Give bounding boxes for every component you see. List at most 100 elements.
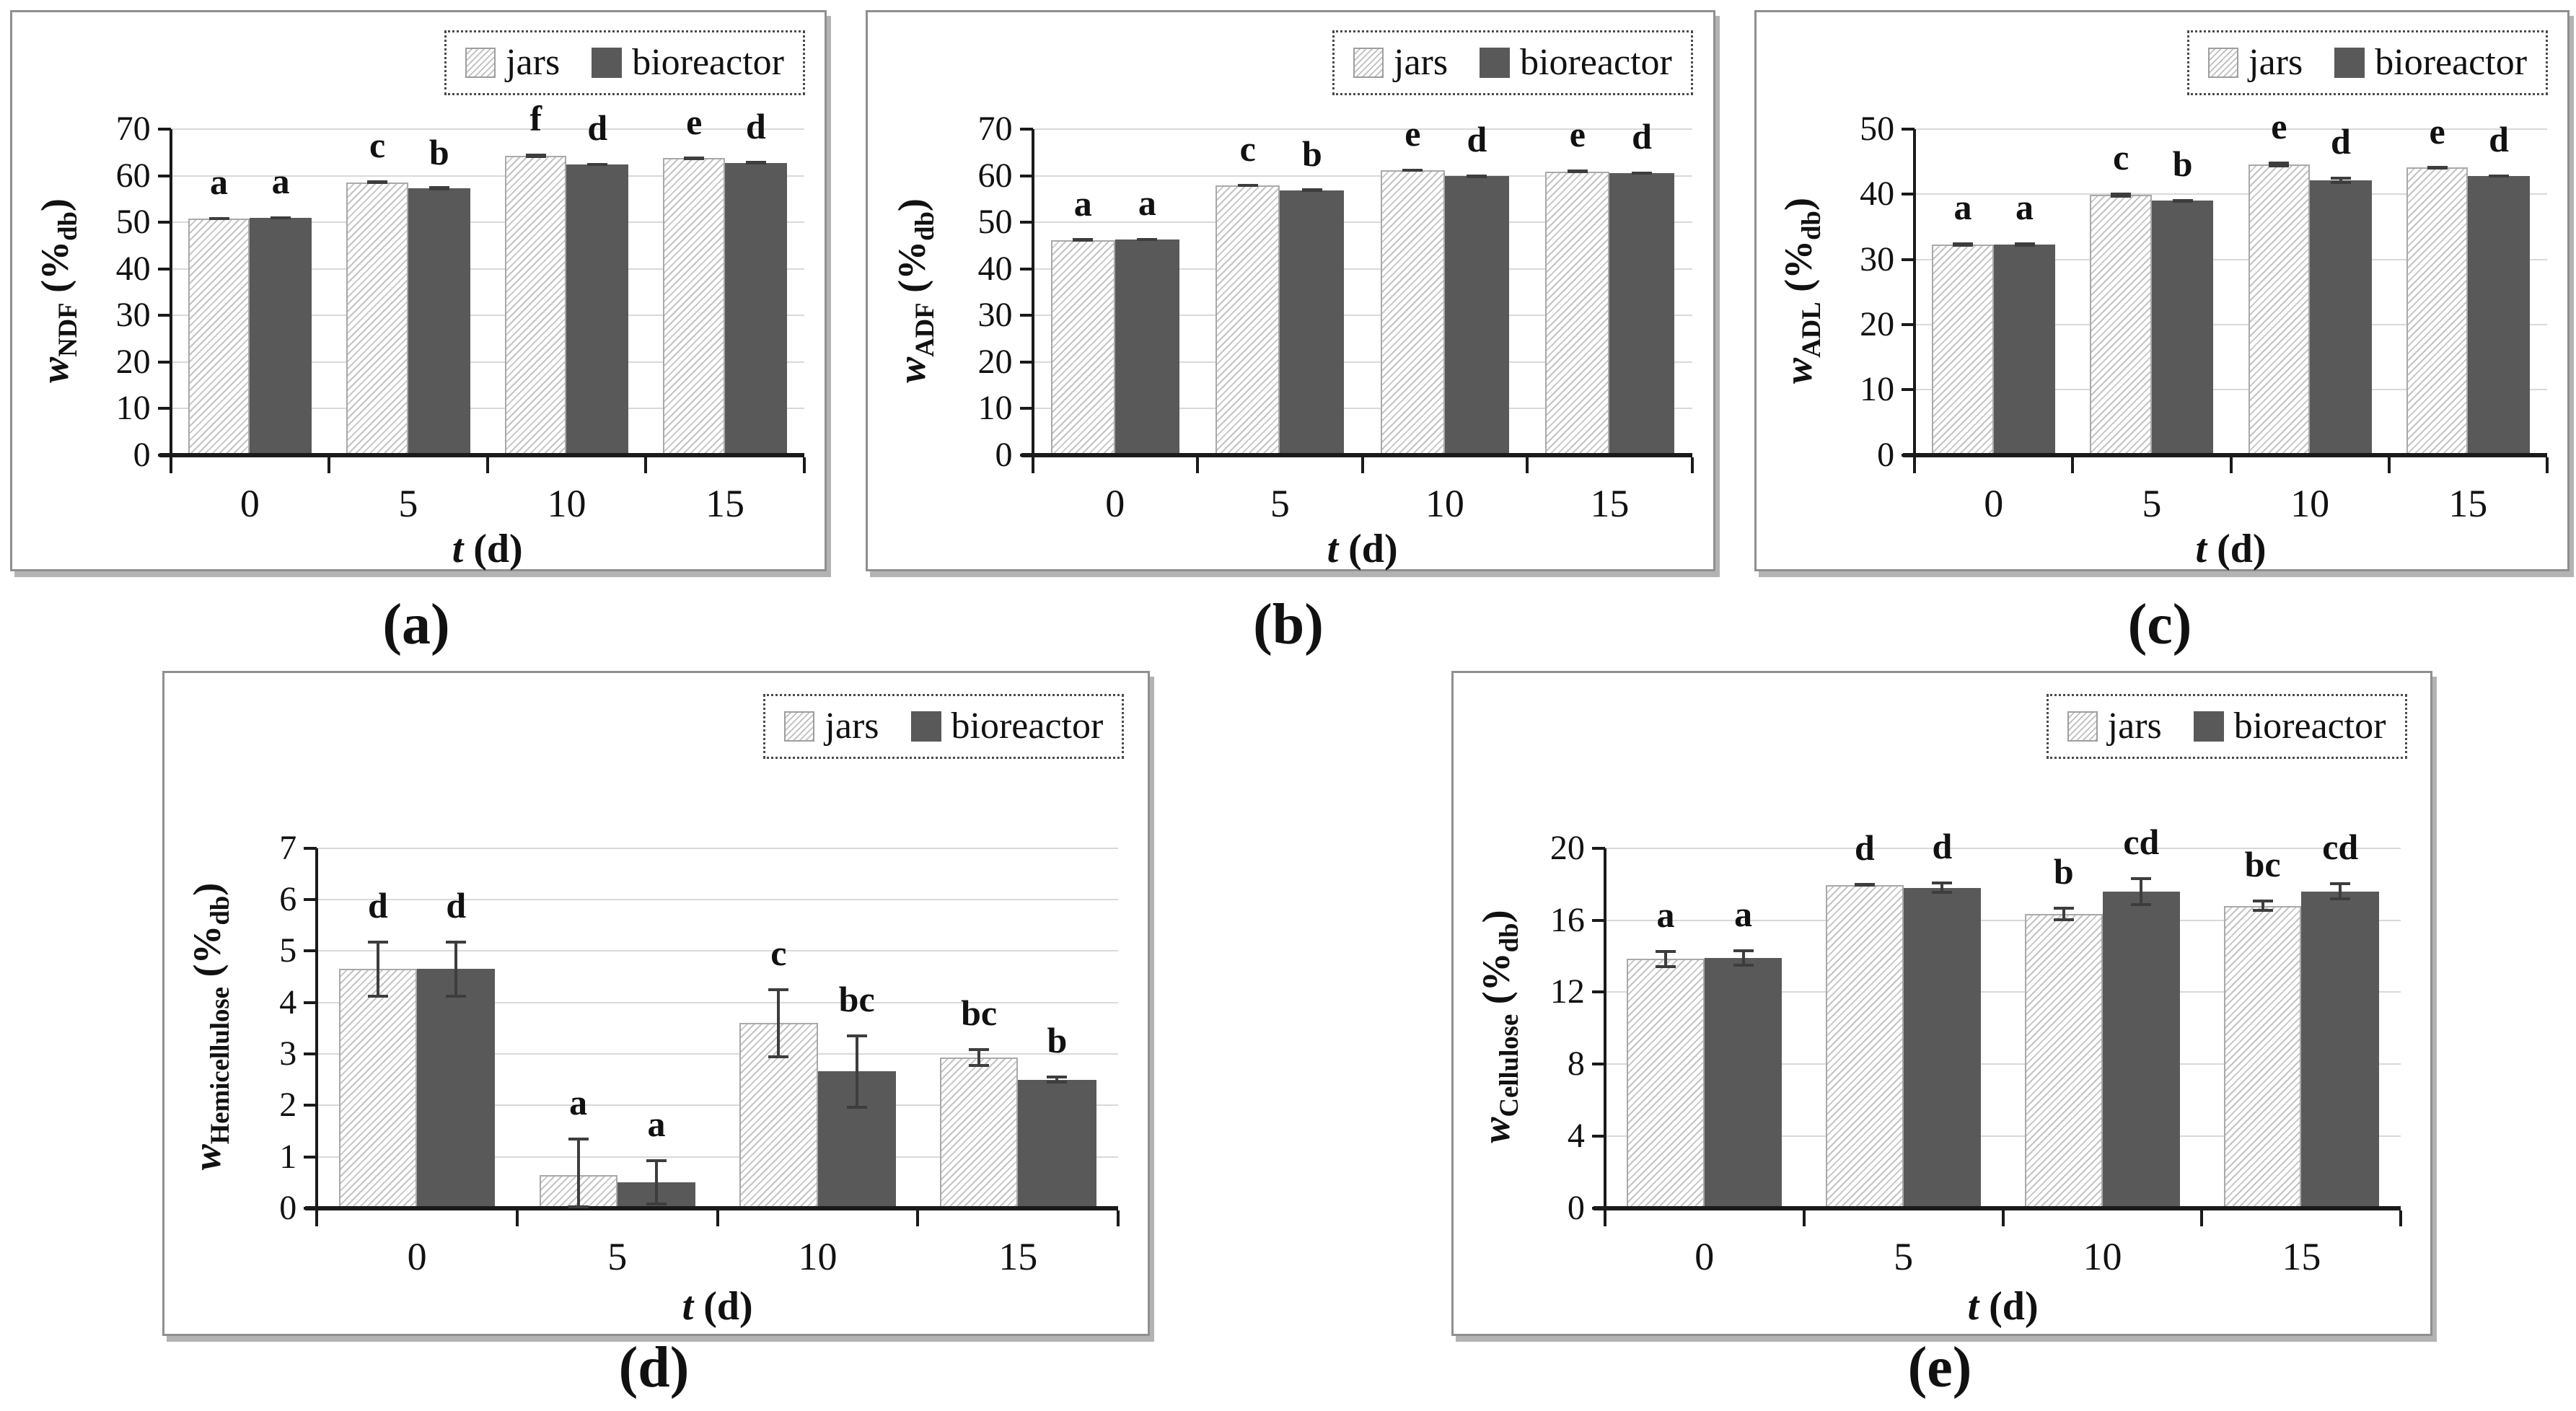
gridline-y10 — [170, 408, 804, 410]
error-bar-bioreactor-t5 — [1932, 881, 1953, 894]
y-tick-label-50: 50 — [977, 203, 1013, 242]
significance-letter-jars-t15: e — [1569, 114, 1586, 155]
significance-letter-bioreactor-t5: a — [647, 1104, 666, 1145]
x-category-label-15: 15 — [705, 481, 745, 525]
x-tick-mark-2 — [716, 1210, 719, 1226]
chart-panel-b: jars bioreactor wADF (%db) t (d) 0 10 20 30 4… — [866, 10, 1715, 571]
error-bar-line — [2339, 882, 2342, 901]
gridline-y1 — [317, 1156, 1119, 1158]
error-bar-cap-top — [2269, 162, 2290, 165]
bar-bioreactor-t5 — [1903, 887, 1982, 1208]
bar-bioreactor-t0 — [1993, 244, 2056, 455]
error-bar-cap-bottom — [1733, 964, 1754, 967]
bar-jars-t15 — [2406, 167, 2469, 455]
y-axis-title: wHemicellulose (%db) — [185, 882, 235, 1171]
x-tick-mark-3 — [916, 1210, 920, 1226]
error-bar-cap-top — [446, 941, 467, 944]
error-bar-cap-bottom — [367, 180, 388, 184]
error-bar-cap-bottom — [1567, 170, 1588, 174]
error-bar-cap-bottom — [1854, 884, 1875, 887]
error-bar-cap-bottom — [2330, 897, 2351, 901]
error-bar-cap-bottom — [271, 216, 291, 219]
x-tick-mark-1 — [1196, 457, 1200, 473]
y-axis-line — [1603, 848, 1606, 1220]
bar-bioreactor-t0 — [1704, 958, 1782, 1208]
error-bar-cap-top — [1047, 1075, 1068, 1078]
y-tick-label-7: 7 — [279, 828, 297, 867]
error-bar-bioreactor-t5 — [428, 186, 449, 190]
legend-label-bioreactor: bioreactor — [2233, 706, 2386, 747]
y-tick-mark-50 — [1902, 128, 1915, 131]
y-tick-label-50: 50 — [1860, 110, 1895, 149]
legend-label-bioreactor: bioreactor — [951, 706, 1104, 747]
x-category-label-15: 15 — [2448, 481, 2488, 525]
x-tick-mark-3 — [2200, 1210, 2204, 1226]
error-bar-jars-t0 — [367, 941, 388, 998]
x-category-label-5: 5 — [398, 481, 418, 525]
error-bar-cap-bottom — [568, 1205, 589, 1208]
y-tick-label-30: 30 — [115, 296, 151, 335]
legend-swatch-jars — [2208, 47, 2239, 78]
error-bar-cap-top — [2111, 193, 2132, 196]
gridline-y50 — [1032, 221, 1692, 224]
error-bar-cap-bottom — [2111, 194, 2132, 198]
significance-letter-bioreactor-t0: a — [1734, 893, 1753, 934]
error-bar-cap-top — [2330, 176, 2351, 180]
error-bar-jars-t15 — [2252, 899, 2273, 913]
y-tick-mark-30 — [157, 314, 171, 317]
significance-letter-jars-t5: c — [1239, 128, 1256, 170]
error-bar-cap-bottom — [1047, 1081, 1068, 1084]
significance-letter-bioreactor-t5: b — [2172, 143, 2193, 184]
y-tick-mark-60 — [157, 174, 171, 177]
y-tick-label-60: 60 — [977, 156, 1013, 195]
error-bar-jars-t10 — [1402, 168, 1423, 172]
x-tick-mark-2 — [1360, 457, 1364, 473]
legend-label-bioreactor: bioreactor — [1520, 41, 1672, 83]
y-tick-mark-1 — [304, 1155, 317, 1159]
legend-swatch-bioreactor — [592, 47, 623, 78]
error-bar-bioreactor-t15 — [745, 160, 766, 165]
significance-letter-bioreactor-t0: a — [2015, 187, 2034, 228]
error-bar-cap-top — [2131, 876, 2152, 880]
legend-swatch-bioreactor — [2193, 711, 2224, 742]
y-tick-mark-7 — [304, 846, 317, 850]
error-bar-cap-bottom — [1932, 891, 1953, 894]
y-tick-label-40: 40 — [115, 249, 151, 288]
bar-bioreactor-t5 — [2151, 201, 2214, 455]
y-tick-label-3: 3 — [279, 1034, 297, 1073]
x-category-label-10: 10 — [2290, 481, 2330, 525]
y-tick-label-5: 5 — [279, 931, 297, 970]
error-bar-cap-top — [1656, 949, 1676, 953]
x-axis-line — [1903, 452, 2547, 457]
legend-entry-bioreactor: bioreactor — [1480, 41, 1672, 83]
y-tick-mark-10 — [157, 407, 171, 410]
legend: jars bioreactor — [763, 694, 1125, 760]
plot-area: t (d) 0 10 20 30 40 50 0 a a 5 c b 10 e d 15 e d — [1860, 108, 2549, 569]
legend-entry-jars: jars — [2067, 708, 2162, 745]
legend-swatch-bioreactor — [1480, 47, 1511, 78]
significance-letter-bioreactor-t5: b — [1301, 133, 1322, 175]
gridline-y30 — [1032, 315, 1692, 317]
x-axis-line — [1593, 1205, 2401, 1210]
significance-letter-bioreactor-t0: d — [446, 885, 467, 926]
error-bar-bioreactor-t0 — [1137, 237, 1158, 242]
error-bar-cap-bottom — [2014, 243, 2035, 247]
bar-bioreactor-t15 — [1018, 1079, 1096, 1208]
significance-letter-bioreactor-t15: d — [745, 106, 766, 147]
y-tick-mark-20 — [157, 360, 171, 364]
significance-letter-bioreactor-t10: d — [1467, 119, 1487, 160]
error-bar-jars-t10 — [768, 988, 789, 1058]
error-bar-jars-t15 — [969, 1048, 990, 1067]
x-tick-mark-4 — [2545, 457, 2549, 473]
bar-bioreactor-t15 — [725, 162, 787, 455]
error-bar-jars-t5 — [367, 180, 388, 184]
legend-entry-jars: jars — [784, 708, 879, 745]
significance-letter-jars-t15: e — [2429, 110, 2445, 151]
error-bar-cap-bottom — [2330, 180, 2351, 184]
x-tick-mark-4 — [2399, 1210, 2403, 1226]
error-bar-cap-bottom — [1953, 243, 1974, 247]
gridline-y50 — [1915, 128, 2547, 131]
y-tick-label-30: 30 — [1860, 239, 1895, 278]
error-bar-cap-bottom — [1402, 168, 1423, 172]
error-bar-line — [2261, 899, 2264, 913]
